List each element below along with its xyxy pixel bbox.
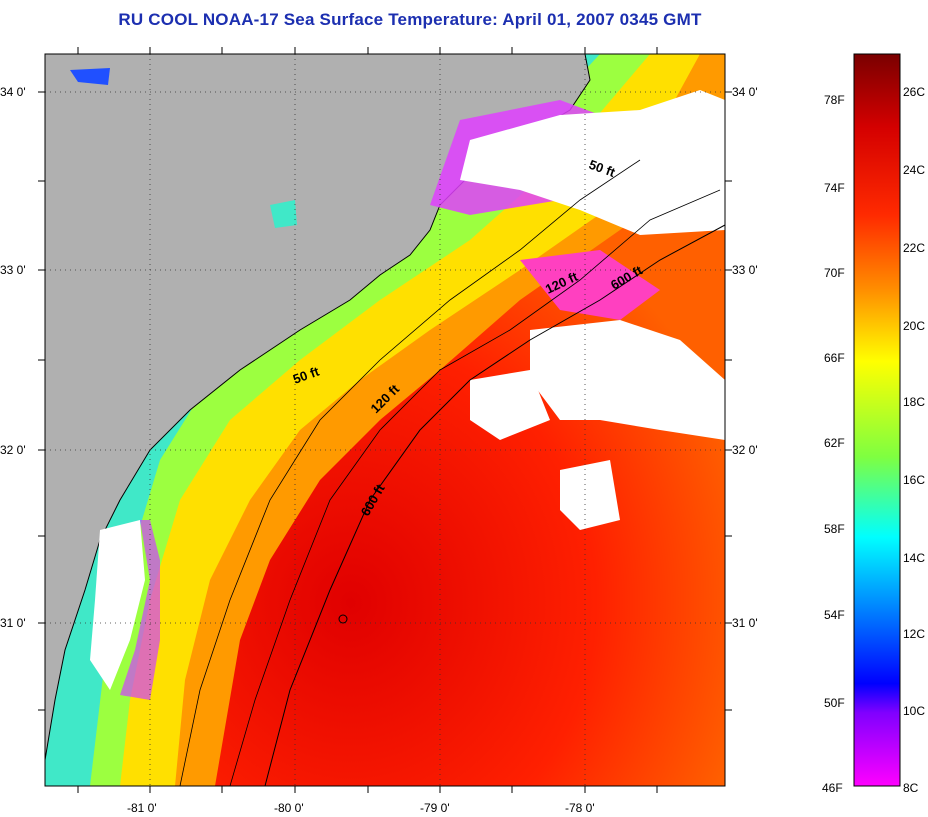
land-mass [45, 54, 590, 760]
colorbar-celsius-labels: 26C 24C 22C 20C 18C 16C 14C 12C 10C 8C [903, 85, 925, 795]
cbar-f-78: 78F [824, 93, 845, 107]
longitude-axis: -81 0' -80 0' -79 0' -78 0' [127, 801, 595, 815]
contour-600ft [264, 224, 725, 786]
cbar-f-50: 50F [824, 696, 845, 710]
lon-label-78: -78 0' [565, 801, 595, 815]
cloud-patch-center [470, 370, 550, 440]
sst-map-area [45, 54, 725, 786]
lat-label-33-right: 33 0' [732, 263, 758, 277]
lat-label-33-left: 33 0' [0, 263, 26, 277]
lon-label-81: -81 0' [127, 801, 157, 815]
cbar-f-74: 74F [824, 181, 845, 195]
cbar-c-16: 16C [903, 473, 925, 487]
cbar-f-70: 70F [824, 266, 845, 280]
cloud-edge-magenta [520, 250, 660, 320]
cold-patch-nw [70, 68, 110, 85]
contour-120ft [229, 189, 721, 786]
lat-label-32-right: 32 0' [732, 443, 758, 457]
cloud-north [460, 90, 725, 235]
lat-label-34-right: 34 0' [732, 85, 758, 99]
cloud-east [530, 320, 725, 440]
cloud-coastal-south [90, 520, 145, 690]
cbar-f-46: 46F [822, 781, 843, 795]
lat-label-32-left: 32 0' [0, 443, 26, 457]
lon-label-79: -79 0' [420, 801, 450, 815]
map-frame [44, 53, 726, 787]
map-title: RU COOL NOAA-17 Sea Surface Temperature:… [118, 10, 702, 29]
cbar-f-54: 54F [824, 608, 845, 622]
cbar-c-26: 26C [903, 85, 925, 99]
cbar-f-66: 66F [824, 351, 845, 365]
cbar-c-18: 18C [903, 395, 925, 409]
cbar-c-22: 22C [903, 241, 925, 255]
cloud-patch-south [560, 460, 620, 530]
cbar-c-8: 8C [903, 781, 919, 795]
cbar-f-58: 58F [824, 522, 845, 536]
cbar-c-10: 10C [903, 704, 925, 718]
cbar-c-24: 24C [903, 163, 925, 177]
axis-ticks [38, 47, 732, 793]
station-marker [338, 614, 348, 624]
colorbar [853, 53, 901, 787]
latitude-axis-right: 34 0' 33 0' 32 0' 31 0' [732, 85, 758, 630]
cold-fringe-south [110, 520, 160, 700]
lon-label-80: -80 0' [274, 801, 304, 815]
cbar-c-14: 14C [903, 551, 925, 565]
lat-label-31-right: 31 0' [732, 616, 758, 630]
cbar-c-12: 12C [903, 627, 925, 641]
cbar-c-20: 20C [903, 319, 925, 333]
colorbar-fahrenheit-labels: 78F 74F 70F 66F 62F 58F 54F 50F 46F [822, 93, 845, 795]
latitude-axis-left: 34 0' 33 0' 32 0' 31 0' [0, 85, 26, 630]
lat-label-31-left: 31 0' [0, 616, 26, 630]
cbar-f-62: 62F [824, 436, 845, 450]
contour-50ft [179, 159, 641, 786]
graticule [45, 54, 725, 786]
cold-patch-inland [270, 200, 297, 228]
lat-label-34-left: 34 0' [0, 85, 26, 99]
